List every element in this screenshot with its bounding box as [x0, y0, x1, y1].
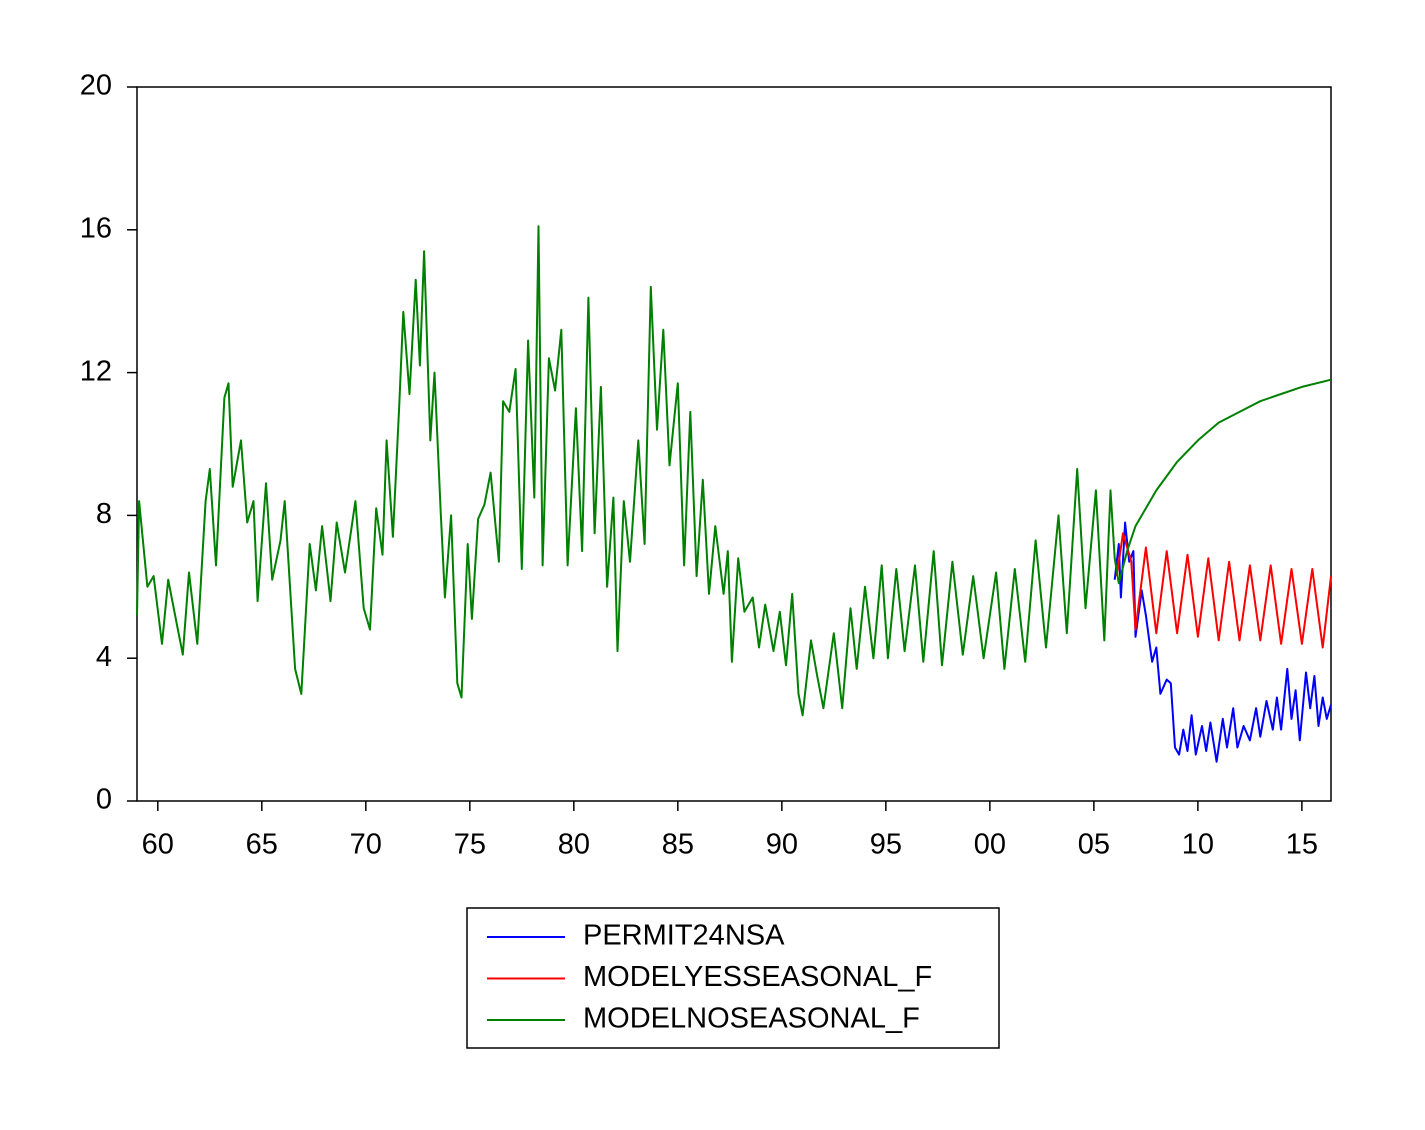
x-tick-label: 65 [246, 829, 278, 861]
x-tick-label: 90 [766, 829, 798, 861]
x-tick-label: 00 [974, 829, 1006, 861]
x-tick-label: 70 [350, 829, 382, 861]
y-tick-label: 0 [96, 784, 112, 816]
series-line [1115, 532, 1332, 649]
legend-label: PERMIT24NSA [583, 920, 785, 952]
x-tick-label: 15 [1286, 829, 1318, 861]
x-tick-label: 75 [454, 829, 486, 861]
x-tick-label: 10 [1182, 829, 1214, 861]
series-line [1113, 521, 1332, 763]
x-tick-label: 95 [870, 829, 902, 861]
y-tick-label: 12 [80, 355, 112, 387]
plot-frame [136, 86, 1332, 802]
x-tick-label: 85 [662, 829, 694, 861]
x-tick-label: 80 [558, 829, 590, 861]
y-tick-label: 4 [96, 641, 112, 673]
legend-label: MODELNOSEASONAL_F [583, 1003, 920, 1035]
y-tick-label: 20 [80, 70, 112, 102]
legend-label: MODELYESSEASONAL_F [583, 961, 932, 993]
x-tick-label: 05 [1078, 829, 1110, 861]
x-tick-label: 60 [142, 829, 174, 861]
series-line [136, 225, 1332, 717]
y-tick-label: 16 [80, 212, 112, 244]
y-tick-label: 8 [96, 498, 112, 530]
